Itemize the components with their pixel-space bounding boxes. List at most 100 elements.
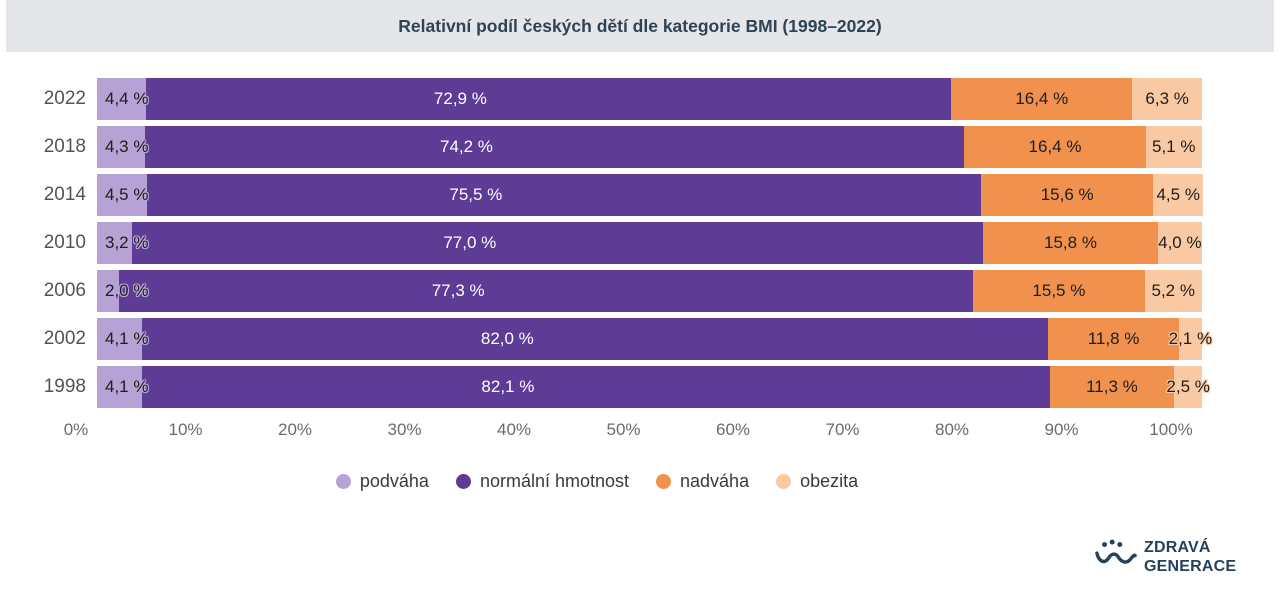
- segment-podváha: 4,1 %: [97, 366, 148, 408]
- segment-normální-hmotnost: 77,0 %: [132, 222, 984, 264]
- axis-tick-label: 70%: [825, 420, 860, 439]
- year-label: 2018: [43, 136, 86, 157]
- segment-normální-hmotnost: 77,3 %: [119, 270, 974, 312]
- segment-value-label: 77,0 %: [443, 233, 497, 252]
- segment-normální-hmotnost: 72,9 %: [145, 78, 952, 120]
- axis-tick-label: 30%: [387, 420, 422, 439]
- segment-normální-hmotnost: 82,1 %: [142, 366, 1050, 408]
- stacked-bar: 4,1 % 82,1 % 11,3 % 2,5 %: [97, 366, 1210, 408]
- bar-row-2002: 2002 4,1 % 82,0 % 11,8 % 2,1 %: [0, 318, 1280, 360]
- stacked-bar: 3,2 % 77,0 % 15,8 % 4,0 %: [97, 222, 1202, 264]
- segment-value-label: 72,9 %: [433, 89, 487, 108]
- legend-item-normální-hmotnost: normální hmotnost: [455, 471, 630, 492]
- stacked-bar: 4,5 % 75,5 % 15,6 % 4,5 %: [97, 174, 1204, 216]
- segment-value-label: 82,0 %: [480, 329, 534, 348]
- segment-obezita: 4,5 %: [1153, 174, 1204, 216]
- bar-row-1998: 1998 4,1 % 82,1 % 11,3 % 2,5 %: [0, 366, 1280, 408]
- segment-value-label: 2,5 %: [1166, 377, 1210, 396]
- segment-nadváha: 11,8 %: [1048, 318, 1179, 360]
- legend-swatch: [455, 474, 471, 489]
- stacked-bar: 4,1 % 82,0 % 11,8 % 2,1 %: [97, 318, 1212, 360]
- logo-line2: GENERACE: [1144, 558, 1237, 575]
- segment-value-label: 4,3 %: [105, 137, 149, 156]
- segment-obezita: 5,1 %: [1145, 126, 1202, 168]
- x-axis: 0% 10% 20% 30% 40% 50% 60% 70% 80% 90% 100%: [64, 420, 1202, 446]
- year-label: 2006: [43, 280, 86, 301]
- logo-text: ZDRAVÁ GENERACE: [1144, 538, 1236, 576]
- segment-podváha: 3,2 %: [97, 222, 148, 264]
- bar-row-2018: 2018 4,3 % 74,2 % 16,4 % 5,1 %: [0, 126, 1280, 168]
- bar-row-2022: 2022 4,4 % 72,9 % 16,4 % 6,3 %: [0, 78, 1280, 120]
- legend-item-nadváha: nadváha: [656, 471, 749, 492]
- bar-row-2006: 2006 2,0 % 77,3 % 15,5 % 5,2 %: [0, 270, 1280, 312]
- segment-value-label: 4,5 %: [105, 185, 149, 204]
- segment-podváha: 4,5 %: [97, 174, 149, 216]
- axis-tick-label: 100%: [1149, 420, 1193, 439]
- stacked-bar: 2,0 % 77,3 % 15,5 % 5,2 %: [97, 270, 1202, 312]
- bar-row-2010: 2010 3,2 % 77,0 % 15,8 % 4,0 %: [0, 222, 1280, 264]
- segment-value-label: 16,4 %: [1015, 89, 1069, 108]
- axis-tick-label: 90%: [1044, 420, 1079, 439]
- segment-value-label: 15,5 %: [1032, 281, 1086, 300]
- wave-smile-icon: [1095, 539, 1137, 564]
- stacked-bar: 4,3 % 74,2 % 16,4 % 5,1 %: [97, 126, 1202, 168]
- axis-tick-label: 80%: [934, 420, 970, 439]
- segment-obezita: 2,1 %: [1169, 318, 1212, 360]
- axis-tick-label: 40%: [496, 420, 532, 439]
- chart-header-band: Relativní podíl českých dětí dle kategor…: [6, 0, 1274, 52]
- segment-nadváha: 15,5 %: [973, 270, 1145, 312]
- segment-obezita: 5,2 %: [1144, 270, 1202, 312]
- segment-value-label: 15,8 %: [1044, 233, 1097, 252]
- logo-line1: ZDRAVÁ: [1144, 539, 1211, 556]
- segment-value-label: 74,2 %: [439, 137, 493, 156]
- segment-value-label: 4,0 %: [1158, 233, 1202, 252]
- chart-title: Relativní podíl českých dětí dle kategor…: [398, 15, 882, 36]
- axis-tick-label: 60%: [715, 420, 751, 439]
- stacked-bar-chart: 2022 4,4 % 72,9 % 16,4 % 6,3 % 2018 4,3 % 74,2 …: [0, 78, 1280, 414]
- segment-value-label: 4,4 %: [105, 89, 149, 108]
- legend: podváha normální hmotnost nadváha obezita: [0, 471, 1237, 492]
- legend-label: podváha: [359, 471, 429, 491]
- legend-label: nadváha: [680, 471, 750, 491]
- segment-podváha: 4,3 %: [97, 126, 149, 168]
- axis-tick-label: 0%: [63, 420, 89, 439]
- segment-obezita: 4,0 %: [1157, 222, 1202, 264]
- segment-value-label: 4,1 %: [105, 377, 149, 396]
- segment-nadváha: 15,6 %: [980, 174, 1154, 216]
- segment-nadváha: 15,8 %: [983, 222, 1158, 264]
- year-label: 1998: [43, 376, 86, 397]
- segment-obezita: 6,3 %: [1132, 78, 1202, 120]
- legend-item-podváha: podváha: [335, 471, 429, 492]
- legend-swatch: [776, 474, 792, 489]
- segment-normální-hmotnost: 82,0 %: [142, 318, 1049, 360]
- year-label: 2002: [43, 328, 86, 349]
- year-label: 2022: [43, 88, 86, 109]
- segment-value-label: 77,3 %: [431, 281, 485, 300]
- segment-value-label: 3,2 %: [105, 233, 149, 252]
- legend-label: obezita: [800, 471, 859, 491]
- segment-value-label: 11,8 %: [1087, 329, 1140, 348]
- segment-value-label: 11,3 %: [1086, 377, 1138, 396]
- segment-value-label: 4,1 %: [105, 329, 149, 348]
- segment-value-label: 5,1 %: [1152, 137, 1196, 156]
- stacked-bar: 4,4 % 72,9 % 16,4 % 6,3 %: [97, 78, 1202, 120]
- segment-normální-hmotnost: 75,5 %: [146, 174, 981, 216]
- segment-podváha: 4,1 %: [97, 318, 148, 360]
- year-label: 2010: [43, 232, 86, 253]
- segment-value-label: 16,4 %: [1028, 137, 1082, 156]
- segment-value-label: 4,5 %: [1156, 185, 1200, 204]
- axis-tick-label: 10%: [168, 420, 203, 439]
- axis-tick-label: 50%: [606, 420, 641, 439]
- segment-value-label: 75,5 %: [449, 185, 503, 204]
- legend-item-obezita: obezita: [776, 471, 858, 492]
- segment-nadváha: 16,4 %: [964, 126, 1146, 168]
- bar-row-2014: 2014 4,5 % 75,5 % 15,6 % 4,5 %: [0, 174, 1280, 216]
- segment-podváha: 4,4 %: [97, 78, 149, 120]
- segment-normální-hmotnost: 74,2 %: [144, 126, 965, 168]
- segment-nadváha: 16,4 %: [951, 78, 1133, 120]
- year-label: 2014: [43, 184, 86, 205]
- legend-swatch: [656, 474, 672, 489]
- segment-obezita: 2,5 %: [1166, 366, 1210, 408]
- legend-label: normální hmotnost: [479, 471, 630, 491]
